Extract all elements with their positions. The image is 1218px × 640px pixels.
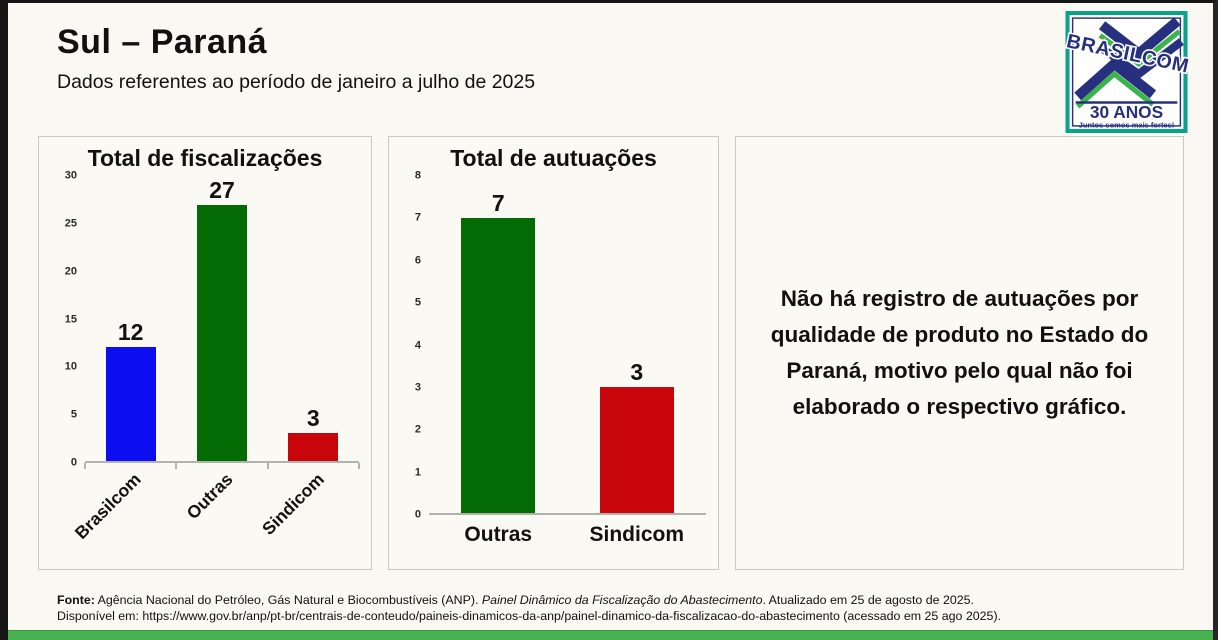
y-axis-tick-label: 30 [64, 169, 77, 182]
x-axis-labels: Outras Sindicom [429, 515, 706, 559]
y-axis-tick-label: 25 [64, 217, 77, 230]
x-axis-label-slot: Brasilcom [71, 463, 176, 559]
y-axis-tick-label: 6 [414, 254, 421, 267]
bar-slot: 27 [176, 176, 267, 461]
page-subtitle: Dados referentes ao período de janeiro a… [57, 71, 536, 93]
x-axis-labels: Brasilcom Outras Sindicom [71, 463, 359, 559]
y-axis-tick-label: 0 [414, 508, 421, 521]
chart-plot: 0 5 10 15 20 25 30 12 27 3 [51, 170, 360, 469]
header: Sul – Paraná Dados referentes ao período… [57, 23, 535, 94]
x-axis-label-slot: Outras [429, 515, 568, 559]
y-axis: 0 1 2 3 4 5 6 7 8 [401, 170, 429, 520]
footer-source-tail: . Atualizado em 25 de agosto de 2025. [762, 593, 974, 607]
footer: Fonte: Agência Nacional do Petróleo, Gás… [57, 593, 1193, 624]
x-axis-label-slot: Sindicom [568, 515, 707, 559]
x-axis-tick [358, 463, 360, 469]
logo-chevron-green-top [1098, 29, 1181, 68]
x-axis-tick [84, 463, 86, 469]
y-axis-tick-label: 0 [70, 456, 77, 469]
logo-chevron-navy-mid [1095, 38, 1184, 80]
x-axis-label-slot: Outras [176, 463, 267, 559]
bar-outras [196, 204, 247, 461]
note-panel: Não há registro de autuações por qualida… [735, 136, 1184, 570]
chart-total-fiscalizacoes: Total de fiscalizações 0 5 10 15 20 25 30 12 27… [38, 136, 372, 570]
chart-title: Total de fiscalizações [87, 145, 323, 171]
bar-slot: 7 [429, 176, 568, 513]
y-axis-tick-label: 5 [414, 296, 421, 309]
note-text: Não há registro de autuações por qualida… [770, 286, 1149, 419]
footer-source-text: Agência Nacional do Petróleo, Gás Natura… [94, 593, 482, 607]
x-axis-label: Sindicom [257, 469, 328, 539]
logo-anniversary-text: 30 ANOS [1090, 102, 1163, 122]
content-panels: Total de fiscalizações 0 5 10 15 20 25 30 12 27… [38, 136, 1184, 570]
logo-chevron-navy-top [1098, 17, 1181, 61]
y-axis-tick-label: 10 [64, 360, 77, 373]
footer-line-1: Fonte: Agência Nacional do Petróleo, Gás… [57, 593, 1193, 609]
y-axis-tick-label: 7 [414, 211, 421, 224]
y-axis-tick-label: 3 [414, 381, 421, 394]
brasilcom-logo-graphic: BRASILCOM 30 ANOS Juntos somos mais fort… [1063, 11, 1192, 133]
logo-tagline-text: Juntos somos mais fortes! [1079, 120, 1175, 129]
bar-brasilcom [105, 347, 156, 461]
plot-area: 12 27 3 [84, 176, 360, 469]
bottom-green-strip [8, 630, 1213, 640]
y-axis-tick-label: 5 [70, 408, 77, 421]
y-axis-tick-label: 2 [414, 423, 421, 436]
footer-source-label: Fonte: [57, 593, 95, 607]
y-axis-tick-label: 15 [64, 313, 77, 325]
bar-value-label: 27 [209, 176, 235, 203]
x-axis-label: Sindicom [589, 523, 685, 546]
bar-value-label: 3 [630, 358, 644, 385]
bar-value-label: 3 [306, 404, 320, 431]
bar-slot: 3 [268, 176, 359, 461]
y-axis: 0 5 10 15 20 25 30 [51, 170, 85, 468]
y-axis-tick-label: 4 [414, 339, 421, 351]
footer-source-italic: Painel Dinâmico da Fiscalização do Abast… [481, 593, 763, 607]
bar-slot: 12 [85, 176, 176, 461]
footer-line-2: Disponível em: https://www.gov.br/anp/pt… [57, 608, 1002, 623]
chart-title: Total de autuações [450, 145, 657, 171]
bar-sindicom [599, 386, 674, 513]
x-axis-tick [266, 463, 269, 469]
y-axis-tick-label: 20 [64, 265, 77, 278]
logo-chevron-navy-lower [1074, 57, 1157, 101]
bar-outras [461, 218, 536, 513]
bar-value-label: 7 [491, 190, 505, 217]
x-axis-tick [175, 463, 178, 469]
x-axis-label-slot: Sindicom [258, 463, 359, 559]
page-title: Sul – Paraná [57, 23, 268, 61]
logo-chevron-green-lower [1076, 70, 1155, 109]
y-axis-tick-label: 1 [414, 466, 421, 479]
brasilcom-logo: BRASILCOM 30 ANOS Juntos somos mais fort… [1063, 11, 1192, 133]
x-axis-label: Brasilcom [70, 469, 145, 543]
bar-slot: 3 [568, 176, 707, 513]
bar-value-label: 12 [117, 319, 144, 345]
y-axis-tick-label: 8 [414, 169, 421, 182]
x-axis-label: Outras [464, 523, 533, 546]
bar-sindicom [288, 432, 339, 461]
x-axis-label: Outras [182, 469, 237, 524]
